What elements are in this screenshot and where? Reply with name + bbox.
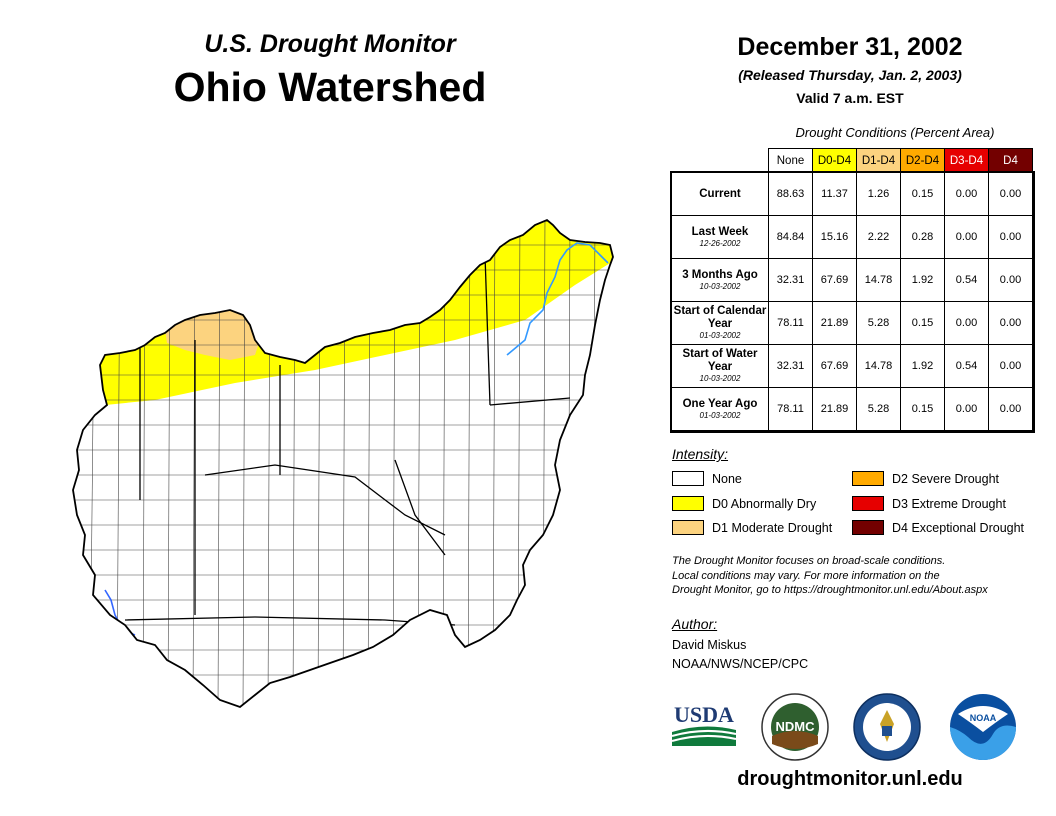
release-date: (Released Thursday, Jan. 2, 2003) bbox=[738, 67, 962, 83]
table-row-3-months-ago: 3 Months Ago 10-03-2002 32.31 67.69 14.78… bbox=[671, 258, 1033, 302]
cell-d0-d4: 21.89 bbox=[812, 387, 857, 431]
table-row-start-water-year: Start of Water Year 10-03-2002 32.31 67.6… bbox=[671, 344, 1033, 388]
cell-d1-d4: 1.26 bbox=[856, 172, 901, 216]
ohio-watershed-map bbox=[72, 218, 614, 709]
cell-d0-d4: 11.37 bbox=[812, 172, 857, 216]
cell-none: 32.31 bbox=[768, 344, 813, 388]
cell-d3-d4: 0.54 bbox=[944, 344, 989, 388]
cell-d3-d4: 0.00 bbox=[944, 387, 989, 431]
conditions-table-title: Drought Conditions (Percent Area) bbox=[795, 125, 995, 140]
river bbox=[506, 242, 609, 356]
row-date: 10-03-2002 bbox=[699, 281, 741, 291]
cell-none: 78.11 bbox=[768, 387, 813, 431]
row-label: 3 Months Ago 10-03-2002 bbox=[671, 258, 769, 302]
cell-d2-d4: 0.28 bbox=[900, 215, 945, 259]
col-header-d3-d4: D3-D4 bbox=[944, 148, 989, 173]
cell-d1-d4: 14.78 bbox=[856, 258, 901, 302]
legend-swatch-d1 bbox=[672, 520, 704, 535]
cell-d2-d4: 1.92 bbox=[900, 344, 945, 388]
cell-d4: 0.00 bbox=[988, 301, 1033, 345]
cell-d2-d4: 1.92 bbox=[900, 258, 945, 302]
row-date: 01-03-2002 bbox=[699, 410, 741, 420]
dept-of-commerce-seal bbox=[853, 693, 921, 761]
author-name: David Miskus bbox=[672, 638, 747, 652]
cell-d3-d4: 0.54 bbox=[944, 258, 989, 302]
valid-time: Valid 7 a.m. EST bbox=[796, 90, 904, 106]
cell-d4: 0.00 bbox=[988, 344, 1033, 388]
usda-logo: USDA bbox=[671, 702, 737, 746]
legend-label: D3 Extreme Drought bbox=[892, 497, 1006, 511]
cell-d4: 0.00 bbox=[988, 258, 1033, 302]
intensity-legend-title: Intensity: bbox=[672, 446, 729, 462]
map-date: December 31, 2002 bbox=[737, 33, 963, 61]
author-heading: Author: bbox=[672, 616, 718, 632]
cell-none: 88.63 bbox=[768, 172, 813, 216]
cell-d0-d4: 15.16 bbox=[812, 215, 857, 259]
note-line: The Drought Monitor focuses on broad-sca… bbox=[672, 555, 946, 567]
noaa-logo: NOAA bbox=[950, 694, 1016, 760]
cell-d2-d4: 0.15 bbox=[900, 172, 945, 216]
drought-monitor-link[interactable]: droughtmonitor.unl.edu bbox=[737, 768, 963, 790]
cell-d3-d4: 0.00 bbox=[944, 172, 989, 216]
legend-swatch-d4 bbox=[852, 520, 884, 535]
legend-label: D0 Abnormally Dry bbox=[712, 497, 817, 511]
cell-d3-d4: 0.00 bbox=[944, 215, 989, 259]
region-title: Ohio Watershed bbox=[173, 64, 487, 110]
table-row-last-week: Last Week 12-26-2002 84.84 15.16 2.22 0.2… bbox=[671, 215, 1033, 259]
row-label: Current bbox=[671, 172, 769, 216]
cell-d1-d4: 14.78 bbox=[856, 344, 901, 388]
table-row-start-calendar-year: Start of Calendar Year 01-03-2002 78.11 2… bbox=[671, 301, 1033, 345]
col-header-d0-d4: D0-D4 bbox=[812, 148, 857, 173]
note-line: Drought Monitor, go to https://droughtmo… bbox=[672, 584, 988, 596]
legend-swatch-d3 bbox=[852, 496, 884, 511]
row-date: 12-26-2002 bbox=[699, 238, 741, 248]
cell-d4: 0.00 bbox=[988, 387, 1033, 431]
ndmc-logo-text: NDMC bbox=[776, 719, 816, 734]
col-header-d2-d4: D2-D4 bbox=[900, 148, 945, 173]
row-label: One Year Ago 01-03-2002 bbox=[671, 387, 769, 431]
row-label: Start of Water Year 10-03-2002 bbox=[671, 344, 769, 388]
cell-d1-d4: 5.28 bbox=[856, 387, 901, 431]
legend-label: D4 Exceptional Drought bbox=[892, 521, 1025, 535]
legend-swatch-d2 bbox=[852, 471, 884, 486]
watershed-outline bbox=[72, 218, 614, 709]
cell-d4: 0.00 bbox=[988, 215, 1033, 259]
legend-label: D2 Severe Drought bbox=[892, 472, 1000, 486]
cell-d1-d4: 5.28 bbox=[856, 301, 901, 345]
cell-d2-d4: 0.15 bbox=[900, 301, 945, 345]
col-header-d1-d4: D1-D4 bbox=[856, 148, 901, 173]
table-corner bbox=[672, 149, 769, 173]
row-date: 10-03-2002 bbox=[699, 374, 741, 383]
cell-none: 84.84 bbox=[768, 215, 813, 259]
row-label: Last Week 12-26-2002 bbox=[671, 215, 769, 259]
cell-d1-d4: 2.22 bbox=[856, 215, 901, 259]
col-header-d4: D4 bbox=[988, 148, 1033, 173]
drought-conditions-table: None D0-D4 D1-D4 D2-D4 D3-D4 D4 Current … bbox=[669, 148, 1035, 433]
table-row-current: Current 88.63 11.37 1.26 0.15 0.00 0.00 bbox=[671, 172, 1033, 216]
ndmc-logo: NDMC bbox=[761, 693, 829, 761]
disclaimer-note: The Drought Monitor focuses on broad-sca… bbox=[672, 554, 1052, 598]
cell-none: 32.31 bbox=[768, 258, 813, 302]
legend-swatch-d0 bbox=[672, 496, 704, 511]
table-row-one-year-ago: One Year Ago 01-03-2002 78.11 21.89 5.28 … bbox=[671, 387, 1033, 431]
monitor-subtitle: U.S. Drought Monitor bbox=[204, 30, 456, 58]
legend-label: D1 Moderate Drought bbox=[712, 521, 833, 535]
author-org: NOAA/NWS/NCEP/CPC bbox=[672, 657, 809, 671]
row-label: Start of Calendar Year 01-03-2002 bbox=[671, 301, 769, 345]
cell-d0-d4: 21.89 bbox=[812, 301, 857, 345]
usda-logo-text: USDA bbox=[674, 702, 734, 727]
cell-d4: 0.00 bbox=[988, 172, 1033, 216]
cell-d3-d4: 0.00 bbox=[944, 301, 989, 345]
cell-d0-d4: 67.69 bbox=[812, 344, 857, 388]
cell-d0-d4: 67.69 bbox=[812, 258, 857, 302]
legend-label: None bbox=[712, 472, 742, 486]
noaa-logo-text: NOAA bbox=[970, 713, 997, 723]
cell-d2-d4: 0.15 bbox=[900, 387, 945, 431]
cell-none: 78.11 bbox=[768, 301, 813, 345]
col-header-none: None bbox=[768, 148, 813, 173]
row-date: 01-03-2002 bbox=[699, 331, 741, 340]
legend-swatch-none bbox=[672, 471, 704, 486]
note-line: Local conditions may vary. For more info… bbox=[672, 569, 940, 582]
